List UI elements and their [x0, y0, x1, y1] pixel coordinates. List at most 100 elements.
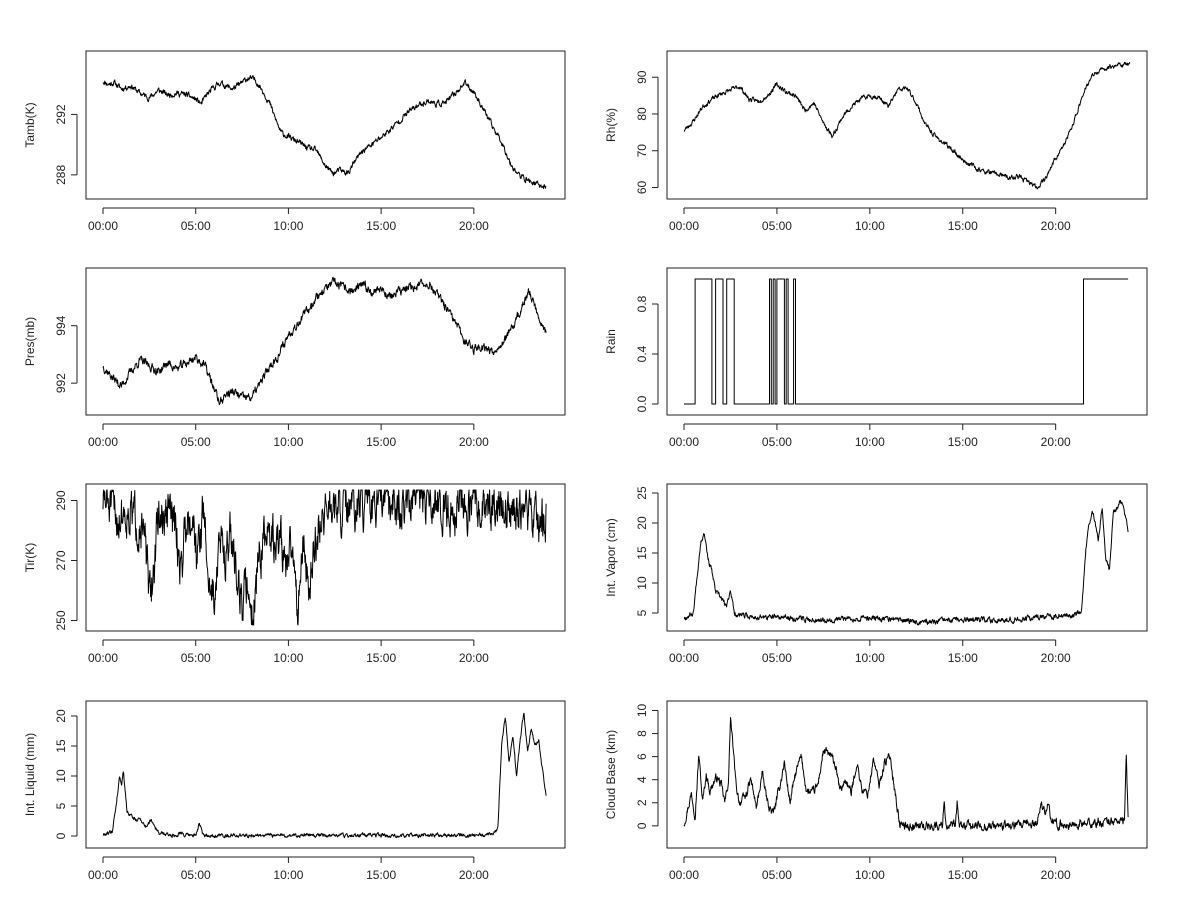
y-axis-title: Tamb(K): [23, 102, 37, 147]
x-tick-label: 20:00: [459, 435, 489, 449]
x-tick-label: 15:00: [366, 651, 396, 665]
x-tick-label: 10:00: [855, 868, 885, 882]
y-tick-label: 20: [54, 709, 68, 723]
x-tick-label: 15:00: [948, 219, 978, 233]
y-axis-title: Pres(mb): [23, 317, 37, 366]
series-line-rh: [683, 61, 1131, 190]
plot-frame: [666, 267, 1148, 416]
plot-frame: [666, 700, 1148, 849]
panel-cloudbase: 00:00 05:00 10:00 15:00 20:00 0 2 4 6 8 10 Cloud Ba…: [604, 700, 1148, 882]
panel-liquid: 00:00 05:00 10:00 15:00 20:00 0 5 10 15 20 Int. Li…: [23, 700, 566, 882]
y-tick-label: 5: [635, 609, 649, 616]
y-tick-label: 70: [635, 144, 649, 158]
plot-frame: [85, 267, 566, 416]
y-axis-title: Int. Vapor (cm): [604, 518, 618, 596]
x-tick-label: 20:00: [1041, 868, 1071, 882]
x-tick-label: 00:00: [669, 219, 699, 233]
x-tick-label: 05:00: [181, 868, 211, 882]
x-tick-label: 05:00: [762, 868, 792, 882]
series-line-pres: [102, 276, 547, 406]
y-tick-label: 270: [54, 550, 68, 570]
panel-tamb: 00:00 05:00 10:00 15:00 20:00 288 292 Tamb(K): [23, 50, 566, 233]
x-tick-label: 10:00: [855, 219, 885, 233]
y-axis-title: Rh(%): [604, 108, 618, 142]
x-tick-label: 10:00: [273, 868, 303, 882]
x-tick-label: 20:00: [459, 651, 489, 665]
y-tick-label: 292: [54, 104, 68, 124]
x-tick-label: 20:00: [1041, 651, 1071, 665]
y-axis-title: Rain: [604, 329, 618, 354]
y-tick-label: 0.8: [635, 295, 649, 312]
x-tick-label: 20:00: [1041, 219, 1071, 233]
x-tick-label: 00:00: [88, 868, 118, 882]
series-line-vapor: [683, 500, 1129, 626]
x-tick-label: 00:00: [88, 219, 118, 233]
y-tick-label: 290: [54, 490, 68, 510]
y-tick-label: 992: [54, 373, 68, 393]
y-tick-label: 994: [54, 315, 68, 335]
y-axis-title: Int. Liquid (mm): [23, 733, 37, 816]
x-tick-label: 05:00: [762, 435, 792, 449]
x-tick-label: 15:00: [948, 435, 978, 449]
x-tick-label: 05:00: [181, 651, 211, 665]
x-tick-label: 10:00: [273, 219, 303, 233]
x-tick-label: 00:00: [88, 435, 118, 449]
y-axis-title: Tir(K): [23, 543, 37, 573]
series-line-tamb: [102, 75, 547, 190]
x-tick-label: 00:00: [669, 435, 699, 449]
x-tick-label: 10:00: [273, 435, 303, 449]
y-tick-label: 4: [635, 776, 649, 783]
x-tick-label: 05:00: [181, 219, 211, 233]
y-tick-label: 0.4: [635, 345, 649, 362]
series-line-cloudbase: [683, 717, 1129, 832]
x-tick-label: 00:00: [669, 651, 699, 665]
y-tick-label: 90: [635, 70, 649, 84]
x-tick-label: 15:00: [366, 219, 396, 233]
y-tick-label: 10: [635, 703, 649, 717]
x-tick-label: 00:00: [88, 651, 118, 665]
y-tick-label: 6: [635, 753, 649, 760]
y-axis-title: Cloud Base (km): [604, 730, 618, 819]
y-tick-label: 15: [54, 739, 68, 753]
y-tick-label: 250: [54, 610, 68, 630]
series-line-tir: [102, 489, 547, 626]
y-tick-label: 15: [635, 546, 649, 560]
y-tick-label: 10: [54, 769, 68, 783]
y-tick-label: 80: [635, 107, 649, 121]
panel-rh: 00:00 05:00 10:00 15:00 20:00 60 70 80 90 Rh(%): [604, 50, 1148, 233]
x-tick-label: 10:00: [855, 435, 885, 449]
plot-frame: [666, 483, 1148, 632]
x-tick-label: 20:00: [459, 219, 489, 233]
y-tick-label: 0.0: [635, 395, 649, 412]
y-tick-label: 0: [635, 822, 649, 829]
y-tick-label: 5: [54, 802, 68, 809]
plot-frame: [85, 700, 566, 849]
x-tick-label: 15:00: [366, 435, 396, 449]
series-line-rain: [684, 278, 1129, 405]
plot-frame: [85, 483, 566, 632]
x-tick-label: 20:00: [459, 868, 489, 882]
x-tick-label: 15:00: [366, 868, 396, 882]
x-tick-label: 00:00: [669, 868, 699, 882]
y-tick-label: 2: [635, 799, 649, 806]
y-tick-label: 0: [54, 832, 68, 839]
x-tick-label: 10:00: [273, 651, 303, 665]
x-tick-label: 05:00: [181, 435, 211, 449]
panel-rain: 00:00 05:00 10:00 15:00 20:00 0.0 0.4 0.8 Rain: [604, 267, 1148, 449]
x-tick-label: 20:00: [1041, 435, 1071, 449]
x-tick-label: 05:00: [762, 219, 792, 233]
plot-frame: [666, 50, 1148, 200]
y-tick-label: 8: [635, 730, 649, 737]
y-tick-label: 25: [635, 486, 649, 500]
y-tick-label: 10: [635, 576, 649, 590]
panel-pres: 00:00 05:00 10:00 15:00 20:00 992 994 Pres(mb): [23, 267, 566, 449]
panel-vapor: 00:00 05:00 10:00 15:00 20:00 5 10 15 20 25 Int. V…: [604, 483, 1148, 665]
y-tick-label: 60: [635, 180, 649, 194]
y-tick-label: 20: [635, 516, 649, 530]
y-tick-label: 288: [54, 165, 68, 185]
plot-frame: [85, 50, 566, 200]
x-tick-label: 10:00: [855, 651, 885, 665]
x-tick-label: 15:00: [948, 651, 978, 665]
x-tick-label: 15:00: [948, 868, 978, 882]
